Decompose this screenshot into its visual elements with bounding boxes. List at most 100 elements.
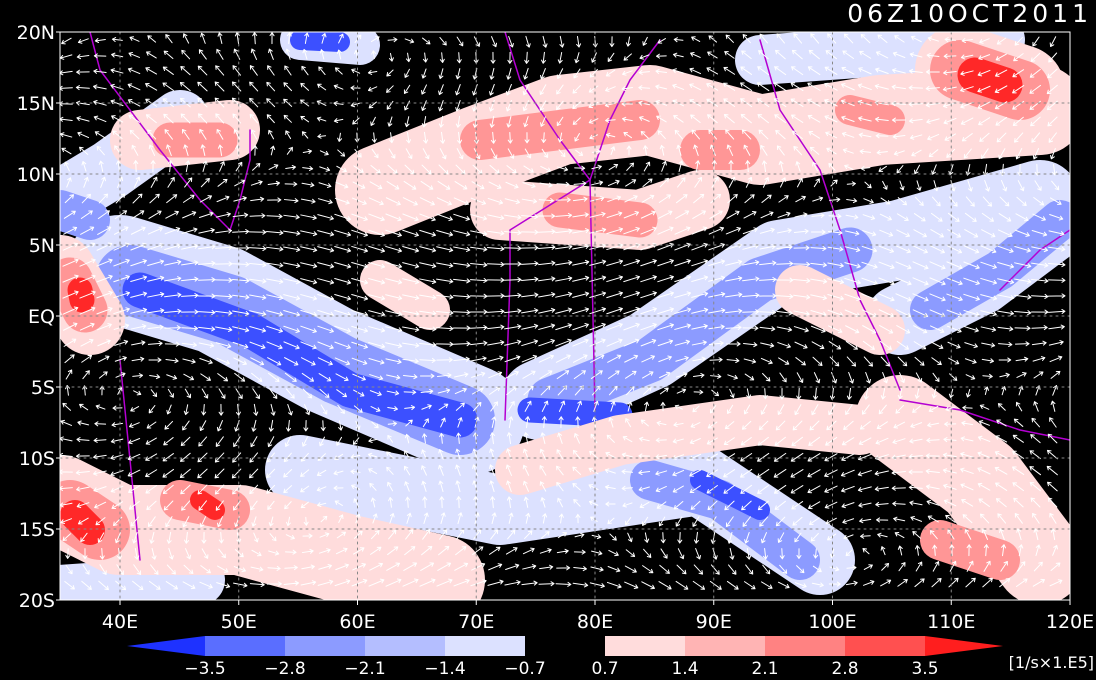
wind-arrow (81, 580, 92, 590)
wind-arrow (539, 548, 552, 554)
wind-arrow (198, 211, 214, 219)
wind-arrow (947, 341, 961, 349)
wind-arrow (575, 513, 581, 524)
wind-arrow (283, 82, 293, 92)
wind-arrow (574, 165, 586, 171)
wind-arrow (977, 467, 991, 475)
wind-arrow (197, 468, 208, 479)
wind-arrow (574, 52, 580, 64)
wind-arrow (201, 548, 209, 559)
wind-arrow (840, 469, 855, 477)
wind-arrow (285, 534, 295, 540)
wind-arrow (317, 293, 335, 301)
wind-arrow (998, 357, 1012, 363)
wind-arrow (776, 244, 793, 250)
wind-arrow (591, 149, 601, 155)
wind-arrow (943, 53, 957, 59)
wind-arrow (846, 181, 856, 187)
wind-arrow (164, 276, 182, 282)
wind-arrow (778, 357, 790, 365)
wind-arrow (827, 278, 845, 285)
wind-arrow (808, 501, 821, 510)
wind-arrow (914, 578, 925, 588)
wind-arrow (1014, 36, 1023, 46)
wind-arrow (640, 338, 657, 347)
wind-arrow (149, 374, 161, 380)
wind-arrow (162, 468, 175, 478)
wind-arrow (231, 468, 242, 479)
wind-arrow (75, 470, 90, 476)
wind-arrow (421, 545, 433, 556)
wind-arrow (385, 310, 403, 317)
colorbar-label: −2.8 (264, 659, 305, 679)
wind-arrow (249, 113, 258, 124)
wind-arrow (369, 562, 383, 571)
wind-arrow (419, 342, 437, 348)
wind-arrow (145, 67, 158, 75)
wind-arrow (402, 310, 420, 316)
wind-arrow (791, 49, 803, 60)
wind-arrow (147, 259, 165, 266)
wind-arrow (657, 339, 674, 347)
wind-arrow (335, 181, 349, 189)
wind-arrow (981, 148, 989, 159)
wind-arrow (538, 276, 556, 282)
wind-arrow (880, 579, 892, 587)
wind-arrow (250, 357, 265, 366)
wind-arrow (639, 501, 650, 509)
wind-arrow (385, 229, 402, 237)
wind-arrow (421, 449, 427, 460)
wind-arrow (943, 499, 957, 507)
y-tick-label: 20S (19, 590, 55, 612)
wind-arrow (793, 278, 811, 284)
colorbar-arrow (925, 636, 1003, 656)
wind-arrow (455, 115, 461, 128)
wind-arrow (643, 161, 651, 172)
wind-arrow (132, 193, 143, 204)
wind-arrow (406, 512, 412, 524)
wind-arrow (846, 198, 858, 204)
wind-arrow (386, 85, 394, 93)
wind-arrow (558, 400, 566, 412)
wind-arrow (422, 496, 428, 509)
wind-arrow (947, 529, 955, 540)
wind-arrow (439, 496, 445, 509)
wind-arrow (914, 196, 924, 206)
wind-arrow (438, 403, 449, 411)
wind-arrow (505, 547, 518, 555)
y-tick-label: 10S (19, 448, 55, 470)
wind-arrow (521, 292, 539, 298)
wind-arrow (908, 68, 923, 74)
wind-arrow (609, 533, 617, 541)
wind-arrow (912, 405, 922, 413)
wind-arrow (388, 529, 397, 540)
wind-arrow (757, 66, 770, 76)
wind-arrow (572, 307, 590, 315)
wind-arrow (93, 68, 107, 74)
wind-arrow (892, 51, 906, 59)
wind-arrow (572, 354, 588, 363)
wind-arrow (915, 545, 920, 556)
wind-arrow (672, 438, 684, 444)
wind-arrow (622, 435, 633, 443)
wind-arrow (964, 528, 972, 540)
wind-arrow (504, 198, 521, 205)
wind-arrow (351, 261, 369, 269)
wind-arrow (728, 160, 734, 173)
wind-arrow (404, 433, 410, 444)
wind-arrow (421, 164, 432, 175)
colorbar-label: −3.5 (184, 659, 225, 679)
wind-arrow (367, 452, 378, 458)
wind-arrow (910, 35, 922, 43)
wind-arrow (505, 83, 512, 96)
wind-arrow (555, 228, 573, 234)
wind-arrow (910, 515, 923, 522)
wind-arrow (334, 293, 352, 301)
wind-arrow (130, 291, 148, 298)
wind-arrow (591, 52, 597, 63)
wind-arrow (93, 454, 107, 460)
wind-arrow (627, 401, 633, 412)
wind-arrow (841, 437, 855, 446)
wind-arrow (1047, 481, 1058, 492)
wind-arrow (1029, 68, 1041, 78)
